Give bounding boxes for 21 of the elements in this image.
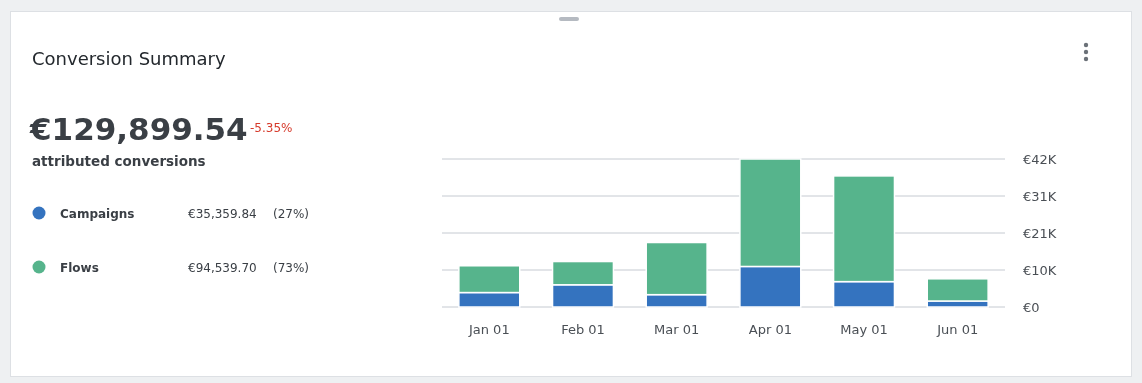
x-tick-label: Jun 01: [936, 322, 979, 338]
legend-label: Campaigns: [60, 206, 135, 221]
text: Conversion Summary: [32, 48, 226, 69]
text: €35,359.84: [188, 206, 257, 221]
text: €94,539.70: [188, 260, 257, 275]
text: (27%): [273, 206, 310, 221]
y-tick-label: €31K: [1023, 188, 1057, 204]
x-tick-label: Apr 01: [748, 322, 792, 338]
text: (73%): [273, 260, 310, 275]
text: -5.35%: [250, 121, 293, 135]
x-tick-label: Feb 01: [561, 322, 605, 338]
x-tick-label: Mar 01: [654, 322, 700, 338]
x-tick-label: Jan 01: [467, 322, 510, 338]
x-tick-label: May 01: [840, 322, 888, 338]
y-tick-label: €42K: [1023, 151, 1057, 167]
legend-label: Flows: [60, 260, 99, 275]
text: €129,899.54: [29, 111, 248, 147]
y-tick-label: €0: [1023, 299, 1040, 315]
y-tick-label: €10K: [1023, 262, 1057, 278]
text: attributed conversions: [32, 153, 206, 169]
y-tick-label: €21K: [1023, 225, 1057, 241]
